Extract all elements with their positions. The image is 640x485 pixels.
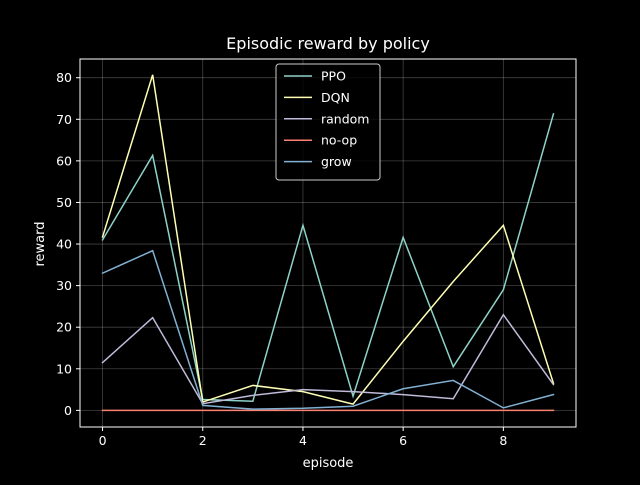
y-tick-label: 70 [56, 112, 72, 127]
legend: PPO DQN random no-op grow [275, 63, 381, 181]
x-tick-label: 6 [399, 433, 407, 448]
y-tick-label: 60 [56, 153, 72, 168]
y-tick-label: 50 [56, 195, 72, 210]
legend-label: DQN [321, 90, 350, 105]
x-tick-label: 2 [199, 433, 207, 448]
series-line-random [101, 313, 555, 405]
x-tick-label: 8 [499, 433, 507, 448]
legend-label: PPO [321, 69, 346, 84]
y-tick-label: 0 [64, 403, 72, 418]
plot-frame [79, 58, 577, 428]
x-axis-label: episode [303, 456, 354, 471]
legend-label: grow [321, 154, 352, 169]
x-tick-label: 4 [299, 433, 307, 448]
y-tick-label: 80 [56, 70, 72, 85]
series-line-PPO [101, 112, 555, 402]
series-line-DQN [101, 74, 555, 405]
y-tick-label: 20 [56, 320, 72, 335]
chart-title: Episodic reward by policy [226, 34, 430, 53]
y-tick-label: 30 [56, 278, 72, 293]
legend-box [275, 63, 381, 181]
y-axis-label: reward [33, 221, 48, 266]
series-lines [101, 74, 555, 412]
legend-label: random [321, 111, 369, 126]
y-tick-label: 40 [56, 237, 72, 252]
legend-label: no-op [321, 133, 357, 148]
y-tick-label: 10 [56, 361, 72, 376]
series-line-grow [101, 249, 555, 410]
x-tick-label: 0 [99, 433, 107, 448]
